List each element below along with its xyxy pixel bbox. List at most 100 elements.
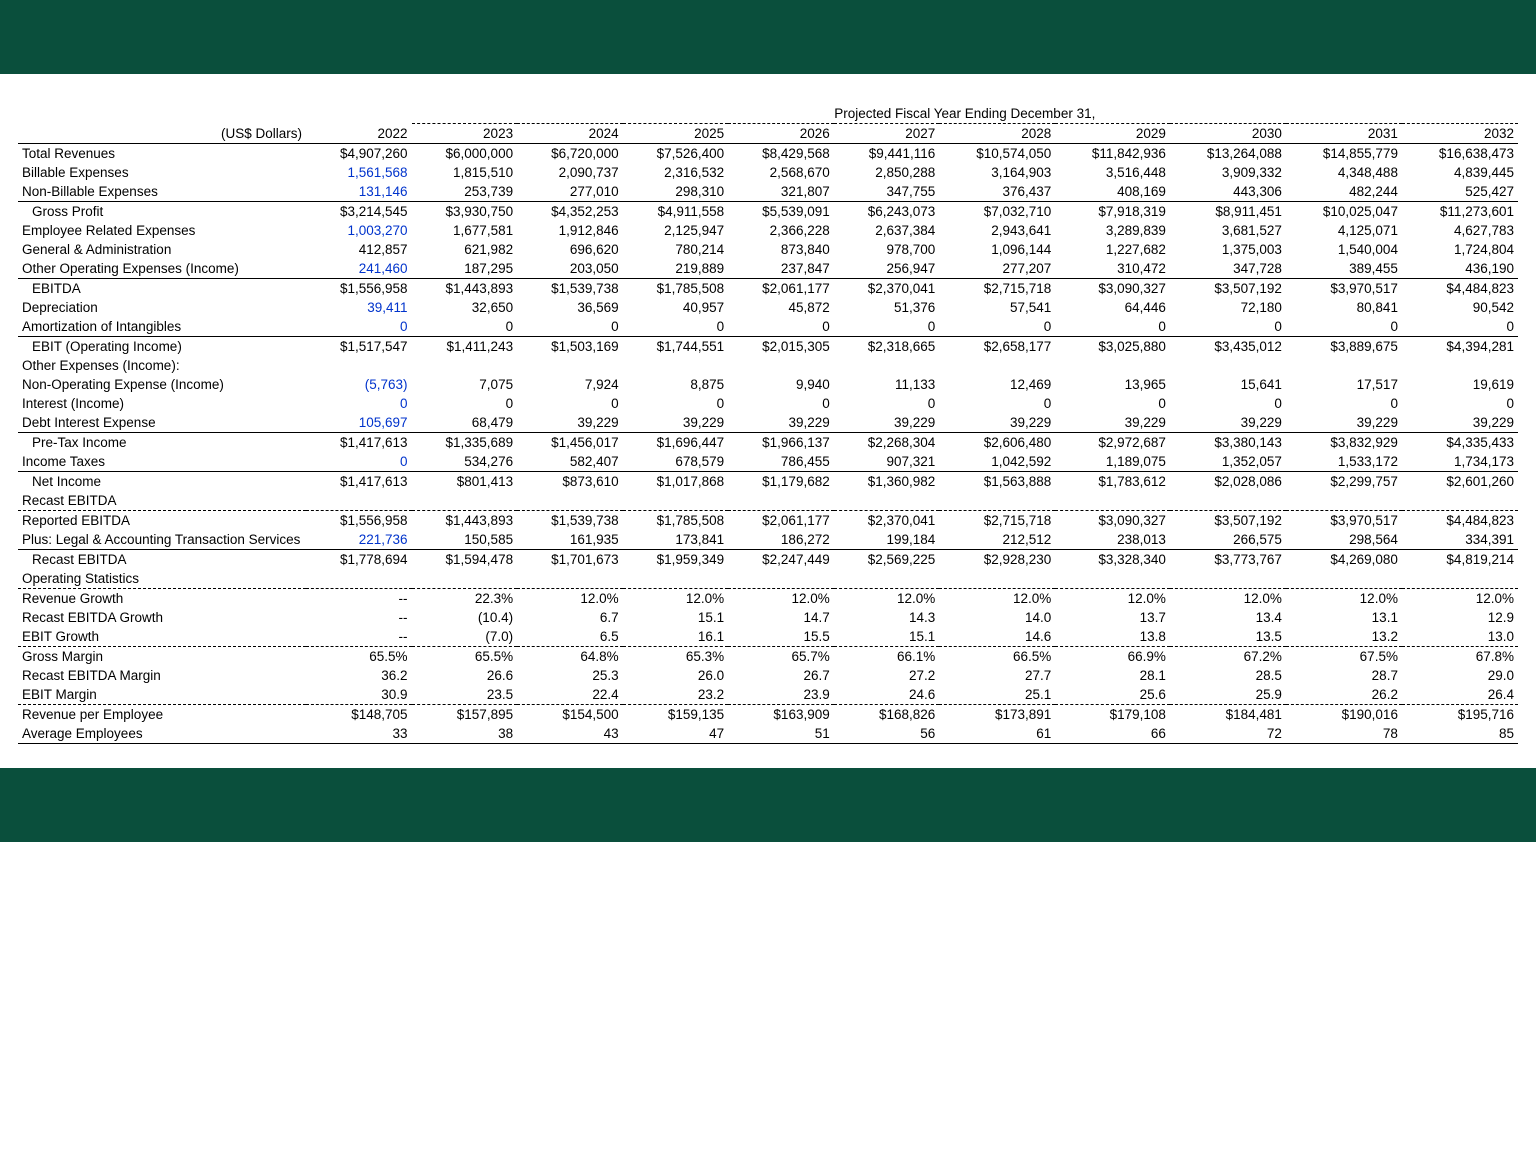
cell-gross_margin-2023: 65.5% [412,647,518,667]
cell-taxes-2025: 678,579 [623,452,729,472]
cell-ebitda-2031: $3,970,517 [1286,279,1402,299]
bottom-band [0,768,1536,842]
cell-rev_per_emp-2028: $173,891 [939,705,1055,725]
cell-other_op-2029: 310,472 [1055,259,1170,279]
cell-ebit-2030: $3,435,012 [1170,337,1286,357]
cell-rep_ebitda-2032: $4,484,823 [1402,511,1518,531]
label-taxes: Income Taxes [18,452,306,472]
year-col-2032: 2032 [1402,124,1518,144]
cell-ebitda-2030: $3,507,192 [1170,279,1286,299]
cell-opstat_hdr-2031 [1286,569,1402,589]
cell-re_margin-2032: 29.0 [1402,666,1518,685]
row-avg_emp: Average Employees3338434751566166727885 [18,724,1518,744]
cell-rep_ebitda-2022: $1,556,958 [306,511,412,531]
cell-rep_ebitda-2030: $3,507,192 [1170,511,1286,531]
cell-billable_exp-2029: 3,516,448 [1055,163,1170,182]
cell-emp_rel-2030: 3,681,527 [1170,221,1286,240]
cell-rev_per_emp-2029: $179,108 [1055,705,1170,725]
cell-rep_ebitda-2031: $3,970,517 [1286,511,1402,531]
cell-other_op-2023: 187,295 [412,259,518,279]
cell-rev_growth-2026: 12.0% [728,589,834,609]
cell-int_inc-2026: 0 [728,394,834,413]
cell-pretax-2027: $2,268,304 [834,433,940,453]
cell-other_op-2022: 241,460 [306,259,412,279]
cell-ebit_margin-2030: 25.9 [1170,685,1286,705]
label-int_inc: Interest (Income) [18,394,306,413]
cell-amort-2023: 0 [412,317,518,337]
cell-ebit_growth-2022: -- [306,627,412,647]
top-band [0,0,1536,74]
cell-other_op-2031: 389,455 [1286,259,1402,279]
row-nonop: Non-Operating Expense (Income)(5,763)7,0… [18,375,1518,394]
cell-recast_ebitda-2026: $2,247,449 [728,550,834,570]
cell-other_exp_hdr-2028 [939,356,1055,375]
cell-gross_profit-2029: $7,918,319 [1055,202,1170,222]
year-col-2027: 2027 [834,124,940,144]
cell-ebit-2023: $1,411,243 [412,337,518,357]
cell-taxes-2031: 1,533,172 [1286,452,1402,472]
label-other_exp_hdr: Other Expenses (Income): [18,356,306,375]
cell-gross_profit-2030: $8,911,451 [1170,202,1286,222]
cell-plus_legal-2023: 150,585 [412,530,518,550]
label-nonop: Non-Operating Expense (Income) [18,375,306,394]
cell-gross_margin-2031: 67.5% [1286,647,1402,667]
cell-rev_growth-2028: 12.0% [939,589,1055,609]
row-debt_int: Debt Interest Expense105,69768,47939,229… [18,413,1518,433]
cell-ebit_margin-2027: 24.6 [834,685,940,705]
cell-nonop-2030: 15,641 [1170,375,1286,394]
cell-rev_growth-2029: 12.0% [1055,589,1170,609]
cell-avg_emp-2029: 66 [1055,724,1170,744]
cell-recast_ebitda-2028: $2,928,230 [939,550,1055,570]
cell-ebit_growth-2032: 13.0 [1402,627,1518,647]
cell-re_growth-2023: (10.4) [412,608,518,627]
cell-emp_rel-2027: 2,637,384 [834,221,940,240]
row-rep_ebitda: Reported EBITDA$1,556,958$1,443,893$1,53… [18,511,1518,531]
cell-pretax-2032: $4,335,433 [1402,433,1518,453]
cell-ebit-2025: $1,744,551 [623,337,729,357]
cell-amort-2025: 0 [623,317,729,337]
cell-other_exp_hdr-2023 [412,356,518,375]
cell-ebit_growth-2030: 13.5 [1170,627,1286,647]
cell-emp_rel-2025: 2,125,947 [623,221,729,240]
row-other_exp_hdr: Other Expenses (Income): [18,356,1518,375]
row-other_op: Other Operating Expenses (Income)241,460… [18,259,1518,279]
cell-netinc-2026: $1,179,682 [728,472,834,492]
cell-amort-2027: 0 [834,317,940,337]
cell-amort-2029: 0 [1055,317,1170,337]
cell-ebit-2027: $2,318,665 [834,337,940,357]
cell-billable_exp-2026: 2,568,670 [728,163,834,182]
cell-recast_hdr-2023 [412,491,518,511]
cell-nonbillable_exp-2030: 443,306 [1170,182,1286,202]
cell-netinc-2024: $873,610 [517,472,623,492]
cell-ebitda-2027: $2,370,041 [834,279,940,299]
cell-debt_int-2025: 39,229 [623,413,729,433]
cell-depr-2025: 40,957 [623,298,729,317]
cell-total_revenues-2028: $10,574,050 [939,144,1055,164]
projection-span-title: Projected Fiscal Year Ending December 31… [412,104,1518,124]
label-amort: Amortization of Intangibles [18,317,306,337]
label-ebit_margin: EBIT Margin [18,685,306,705]
cell-nonop-2028: 12,469 [939,375,1055,394]
row-plus_legal: Plus: Legal & Accounting Transaction Ser… [18,530,1518,550]
cell-gross_profit-2022: $3,214,545 [306,202,412,222]
cell-avg_emp-2031: 78 [1286,724,1402,744]
cell-amort-2030: 0 [1170,317,1286,337]
cell-avg_emp-2024: 43 [517,724,623,744]
cell-avg_emp-2027: 56 [834,724,940,744]
cell-other_exp_hdr-2030 [1170,356,1286,375]
cell-nonop-2024: 7,924 [517,375,623,394]
cell-int_inc-2029: 0 [1055,394,1170,413]
cell-debt_int-2030: 39,229 [1170,413,1286,433]
row-gross_margin: Gross Margin65.5%65.5%64.8%65.3%65.7%66.… [18,647,1518,667]
label-depr: Depreciation [18,298,306,317]
cell-emp_rel-2028: 2,943,641 [939,221,1055,240]
row-ebit_growth: EBIT Growth--(7.0)6.516.115.515.114.613.… [18,627,1518,647]
cell-re_margin-2024: 25.3 [517,666,623,685]
cell-re_margin-2030: 28.5 [1170,666,1286,685]
cell-ebitda-2025: $1,785,508 [623,279,729,299]
cell-re_growth-2030: 13.4 [1170,608,1286,627]
cell-depr-2031: 80,841 [1286,298,1402,317]
cell-int_inc-2025: 0 [623,394,729,413]
cell-amort-2032: 0 [1402,317,1518,337]
cell-gen_admin-2022: 412,857 [306,240,412,259]
